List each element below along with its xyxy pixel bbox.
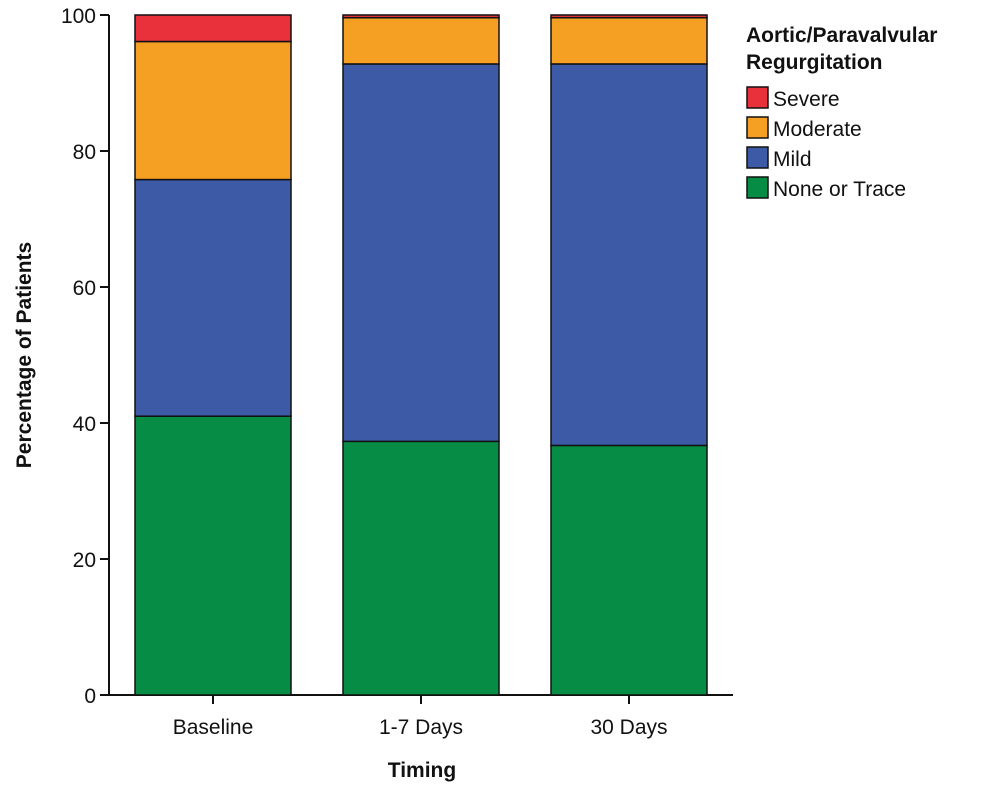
legend-swatch-moderate [746, 116, 769, 139]
plot-area: 0 20 40 60 80 100 Baseline 1-7 Days 30 Days [61, 5, 733, 739]
legend-label-mild: Mild [773, 148, 812, 171]
bar-segment-moderate-2 [550, 16, 708, 65]
legend-label-moderate: Moderate [773, 118, 862, 141]
y-tick-label: 100 [61, 5, 96, 28]
legend-label-none-or-trace: None or Trace [773, 178, 906, 201]
legend-swatch-none-or-trace [746, 176, 769, 199]
y-axis-title: Percentage of Patients [13, 242, 36, 468]
y-tick-label: 80 [73, 141, 96, 164]
legend-items: Severe Moderate Mild None or Trace [746, 86, 906, 201]
y-tick-label: 40 [73, 413, 96, 436]
bar-segment-none-or-trace-0 [134, 415, 292, 696]
bar-segment-severe-1 [342, 14, 500, 19]
bar-segment-mild-2 [550, 63, 708, 447]
legend-swatch-mild [746, 146, 769, 169]
x-tick-label: Baseline [173, 716, 254, 739]
legend-label-severe: Severe [773, 88, 840, 111]
bar-segment-moderate-0 [134, 40, 292, 181]
bar-segment-severe-2 [550, 14, 708, 19]
y-tick-label: 20 [73, 549, 96, 572]
x-tick-label: 30 Days [590, 716, 667, 739]
legend-title-line-1: Aortic/Paravalvular [746, 24, 937, 47]
bar-segment-mild-1 [342, 63, 500, 443]
bars-group [134, 14, 708, 696]
legend: Aortic/Paravalvular Regurgitation Severe… [746, 24, 937, 201]
bar-segment-none-or-trace-1 [342, 440, 500, 696]
y-ticks-group: 0 20 40 60 80 100 [61, 5, 109, 708]
bar-segment-none-or-trace-2 [550, 444, 708, 696]
x-tick-label: 1-7 Days [379, 716, 463, 739]
y-tick-label: 0 [84, 685, 96, 708]
bar-segment-moderate-1 [342, 16, 500, 65]
legend-title-line-2: Regurgitation [746, 51, 883, 74]
bar-segment-mild-0 [134, 178, 292, 417]
bar-segment-severe-0 [134, 14, 292, 43]
legend-swatch-severe [746, 86, 769, 109]
x-ticks-group: Baseline 1-7 Days 30 Days [173, 695, 668, 739]
y-tick-label: 60 [73, 277, 96, 300]
x-axis-title: Timing [388, 759, 456, 782]
